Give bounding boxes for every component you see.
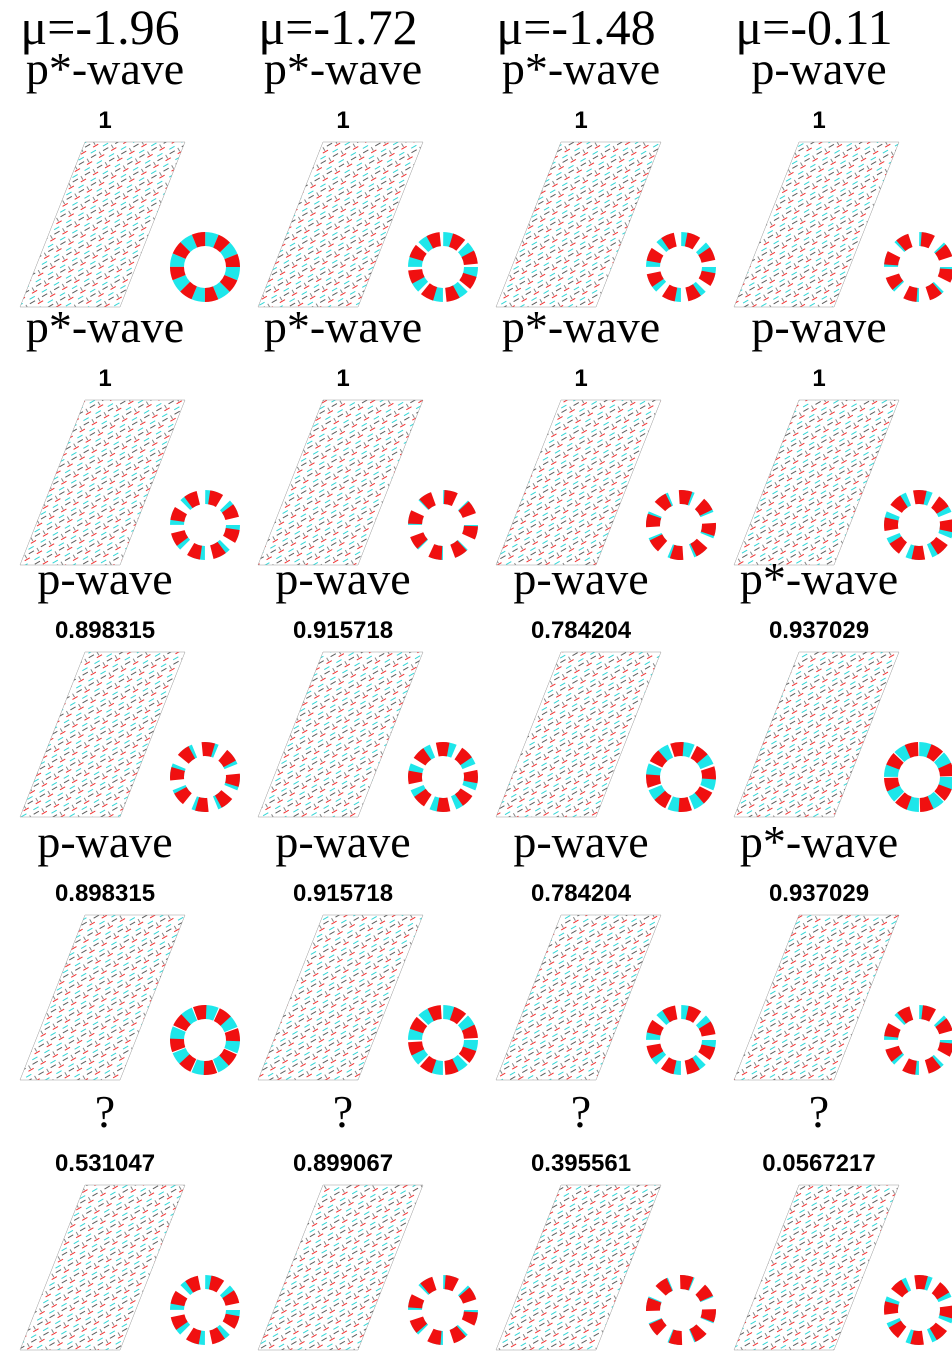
wave-label: p*-wave — [740, 816, 898, 867]
ring-cyan — [884, 742, 952, 812]
lattice — [19, 1184, 186, 1351]
overlap-value: 0.531047 — [55, 1150, 155, 1177]
wave-label: p*-wave — [264, 301, 422, 352]
overlap-value: 0.784204 — [531, 617, 632, 644]
wave-label: p-wave — [751, 43, 886, 94]
wave-label: p*-wave — [502, 301, 660, 352]
ring-cyan — [646, 232, 716, 302]
lattice — [19, 141, 186, 308]
overlap-value: 0.937029 — [769, 880, 869, 907]
lattice — [257, 1184, 424, 1351]
ring-cyan — [170, 1275, 240, 1345]
ring-red — [170, 490, 240, 560]
lattice — [733, 141, 900, 308]
ring-red — [884, 742, 952, 812]
overlap-value: 0.898315 — [55, 880, 155, 907]
ring-red — [884, 1275, 952, 1345]
overlap-value: 1 — [812, 365, 825, 392]
wave-label: p*-wave — [26, 43, 184, 94]
lattice — [257, 651, 424, 818]
lattice — [19, 914, 186, 1081]
wave-label: p*-wave — [26, 301, 184, 352]
ring-red — [408, 490, 478, 560]
overlap-value: 1 — [98, 107, 111, 134]
ring-red — [408, 1005, 478, 1075]
ring-red — [408, 232, 478, 302]
overlap-value: 1 — [574, 107, 587, 134]
wave-label: p-wave — [275, 553, 410, 604]
column-header: μ=-1.96 — [20, 0, 179, 55]
wave-label: p-wave — [37, 816, 172, 867]
lattice — [495, 399, 662, 566]
lattice — [495, 141, 662, 308]
lattice — [257, 399, 424, 566]
wave-label: ? — [95, 1086, 115, 1137]
ring-cyan — [170, 490, 240, 560]
overlap-value: 1 — [812, 107, 825, 134]
wave-label: p-wave — [513, 553, 648, 604]
overlap-value: 1 — [98, 365, 111, 392]
wave-label: p*-wave — [740, 553, 898, 604]
wave-label: p*-wave — [502, 43, 660, 94]
lattice — [257, 141, 424, 308]
ring-red — [170, 1275, 240, 1345]
wave-label: p-wave — [751, 301, 886, 352]
ring-cyan — [646, 1005, 716, 1075]
ring-red — [646, 1005, 716, 1075]
ring-red — [884, 1005, 952, 1075]
column-header: μ=-0.11 — [735, 0, 892, 55]
lattice — [733, 651, 900, 818]
ring-cyan — [408, 232, 478, 302]
lattice — [733, 1184, 900, 1351]
overlap-value: 1 — [336, 107, 349, 134]
wave-label: ? — [333, 1086, 353, 1137]
overlap-value: 0.0567217 — [762, 1150, 875, 1177]
ring-red — [408, 1275, 478, 1345]
wave-label: ? — [571, 1086, 591, 1137]
ring-cyan — [408, 1275, 478, 1345]
ring-red — [646, 490, 716, 560]
ring-red — [646, 1275, 716, 1345]
ring-cyan — [408, 1005, 478, 1075]
ring-red — [408, 742, 478, 812]
ring-red — [646, 232, 716, 302]
overlap-value: 0.395561 — [531, 1150, 631, 1177]
ring-cyan — [884, 1005, 952, 1075]
lattice — [495, 1184, 662, 1351]
overlap-value: 0.899067 — [293, 1150, 393, 1177]
ring-cyan — [884, 232, 952, 302]
lattice — [495, 914, 662, 1081]
overlap-value: 0.915718 — [293, 617, 393, 644]
lattice — [19, 651, 186, 818]
overlap-value: 0.784204 — [531, 880, 632, 907]
wave-label: p-wave — [513, 816, 648, 867]
wave-label: p-wave — [275, 816, 410, 867]
overlap-value: 0.937029 — [769, 617, 869, 644]
ring-red — [170, 232, 240, 302]
lattice — [733, 914, 900, 1081]
overlap-value: 0.915718 — [293, 880, 393, 907]
ring-red — [646, 742, 716, 812]
ring-red — [884, 232, 952, 302]
overlap-value: 0.898315 — [55, 617, 155, 644]
wave-label: ? — [809, 1086, 829, 1137]
lattice — [733, 399, 900, 566]
overlap-value: 1 — [574, 365, 587, 392]
ring-cyan — [408, 490, 478, 560]
ring-red — [170, 742, 240, 812]
overlap-value: 1 — [336, 365, 349, 392]
ring-red — [884, 490, 952, 560]
lattice — [19, 399, 186, 566]
column-header: μ=-1.72 — [258, 0, 417, 55]
column-header: μ=-1.48 — [496, 0, 655, 55]
wave-label: p*-wave — [264, 43, 422, 94]
ring-red — [170, 1005, 240, 1075]
lattice — [495, 651, 662, 818]
lattice — [257, 914, 424, 1081]
wave-label: p-wave — [37, 553, 172, 604]
